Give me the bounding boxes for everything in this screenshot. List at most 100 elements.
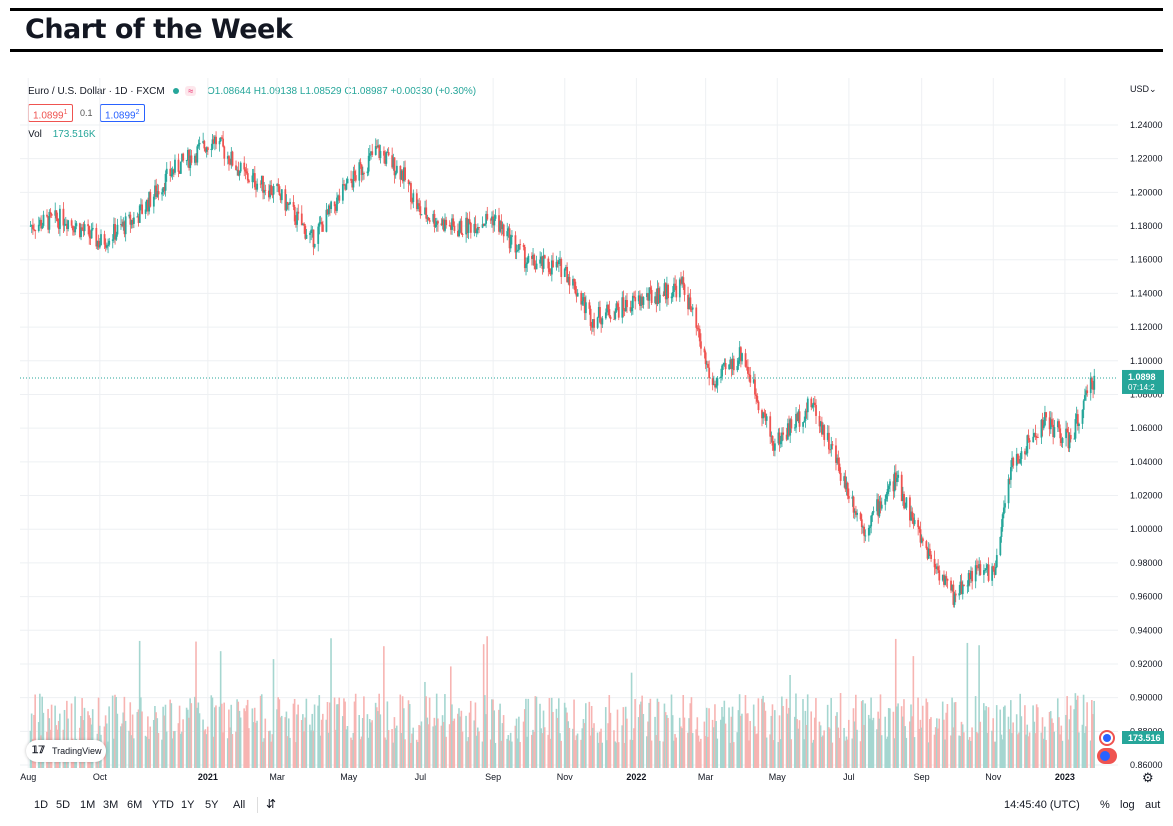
candle-body (925, 541, 928, 549)
volume-bar (736, 732, 739, 768)
candle-body (29, 225, 32, 227)
volume-bar (755, 734, 757, 768)
timeframe-5d[interactable]: 5D (56, 799, 71, 811)
timeframe-1y[interactable]: 1Y (181, 799, 195, 811)
volume-bar (695, 729, 697, 768)
sell-price-button[interactable]: 1.08991 (28, 104, 73, 122)
volume-bar (113, 738, 115, 768)
volume-bar (803, 739, 805, 768)
candle-body (145, 199, 148, 210)
candle-body (806, 398, 809, 413)
candle-body (950, 580, 952, 591)
volume-bar (856, 729, 858, 768)
candle-body (716, 378, 719, 386)
volume-bar (163, 715, 166, 768)
candle-body (144, 209, 147, 214)
volume-bar (712, 727, 715, 768)
timeframe-3m[interactable]: 3M (103, 799, 119, 811)
candle-body (500, 221, 503, 230)
timeframe-ytd[interactable]: YTD (152, 799, 174, 811)
candle-body (56, 218, 59, 222)
volume-bar (452, 720, 454, 768)
candle-body (404, 167, 406, 181)
candle-body (540, 256, 543, 260)
volume-legend[interactable]: Vol 173.516K (28, 129, 96, 140)
buy-price-button[interactable]: 1.08992 (100, 104, 145, 122)
volume-bar (646, 736, 648, 768)
volume-bar (1001, 739, 1004, 768)
candle-body (928, 548, 931, 555)
candle-body (954, 593, 957, 596)
candle-body (66, 223, 68, 229)
volume-bar (338, 697, 341, 768)
log-toggle[interactable]: log (1120, 799, 1135, 811)
volume-bar (155, 712, 157, 768)
timeframe-all[interactable]: All (233, 799, 246, 811)
volume-bar (170, 703, 173, 768)
candle-body (221, 137, 223, 139)
volume-bar (111, 695, 114, 768)
timeframe-1d[interactable]: 1D (34, 799, 49, 811)
volume-bar (870, 697, 872, 768)
candle-body (179, 161, 182, 174)
volume-bar (508, 740, 511, 768)
volume-bar (329, 702, 331, 768)
volume-bar (213, 707, 216, 768)
volume-bar (129, 702, 132, 768)
volume-bar (597, 742, 600, 768)
candle-body (1086, 390, 1089, 394)
candle-body (437, 221, 439, 224)
candle-body (313, 243, 316, 248)
volume-bar (221, 703, 223, 768)
candle-body (457, 230, 459, 237)
settings-gear-icon[interactable]: ⚙ (1142, 770, 1154, 785)
volume-bar (1002, 706, 1005, 768)
volume-bar (246, 699, 249, 768)
volume-bar (407, 700, 410, 768)
candle-body (218, 141, 221, 145)
volume-bar (925, 698, 928, 768)
volume-bar (788, 707, 790, 768)
timeframe-1m[interactable]: 1M (80, 799, 96, 811)
volume-bar (417, 742, 419, 768)
candle-body (700, 341, 702, 349)
candle-body (790, 419, 793, 429)
candle-body (795, 413, 797, 428)
volume-bar (243, 708, 245, 768)
candle-body (838, 463, 841, 473)
candle-body (946, 578, 949, 581)
candle-body (574, 281, 577, 294)
candle-body (198, 142, 201, 145)
candle-body (568, 276, 571, 286)
volume-bar (879, 694, 882, 768)
volume-bar (559, 733, 561, 768)
volume-bar (556, 717, 559, 768)
volume-bar (411, 733, 413, 768)
candle-body (514, 235, 517, 253)
event-marker-icon[interactable] (1097, 748, 1117, 764)
candle-body (995, 555, 998, 568)
volume-bar (325, 719, 328, 768)
volume-bar (374, 702, 377, 768)
candle-body (580, 292, 583, 305)
currency-selector[interactable]: USD⌄ (1130, 84, 1157, 95)
countdown-value: 07:14:2 (1128, 383, 1155, 392)
event-marker-icon[interactable] (1099, 730, 1115, 746)
candle-body (458, 229, 460, 237)
volume-bar (198, 713, 201, 768)
x-tick-label: Mar (269, 772, 285, 782)
percent-toggle[interactable]: % (1100, 799, 1110, 811)
volume-bar (377, 711, 379, 768)
candle-body (662, 294, 665, 296)
volume-bar (986, 732, 989, 768)
timeframe-5y[interactable]: 5Y (205, 799, 219, 811)
symbol-legend[interactable]: Euro / U.S. Dollar · 1D · FXCM ≈ O1.0864… (28, 86, 476, 97)
timeframe-6m[interactable]: 6M (127, 799, 143, 811)
auto-toggle[interactable]: aut (1145, 799, 1161, 811)
date-range-icon[interactable]: ⇵ (266, 797, 277, 811)
volume-bar (453, 718, 456, 768)
tradingview-logo[interactable]: 𝟙𝟟 TradingView (26, 740, 106, 762)
candle-body (507, 228, 510, 232)
x-tick-label: Nov (557, 772, 574, 782)
